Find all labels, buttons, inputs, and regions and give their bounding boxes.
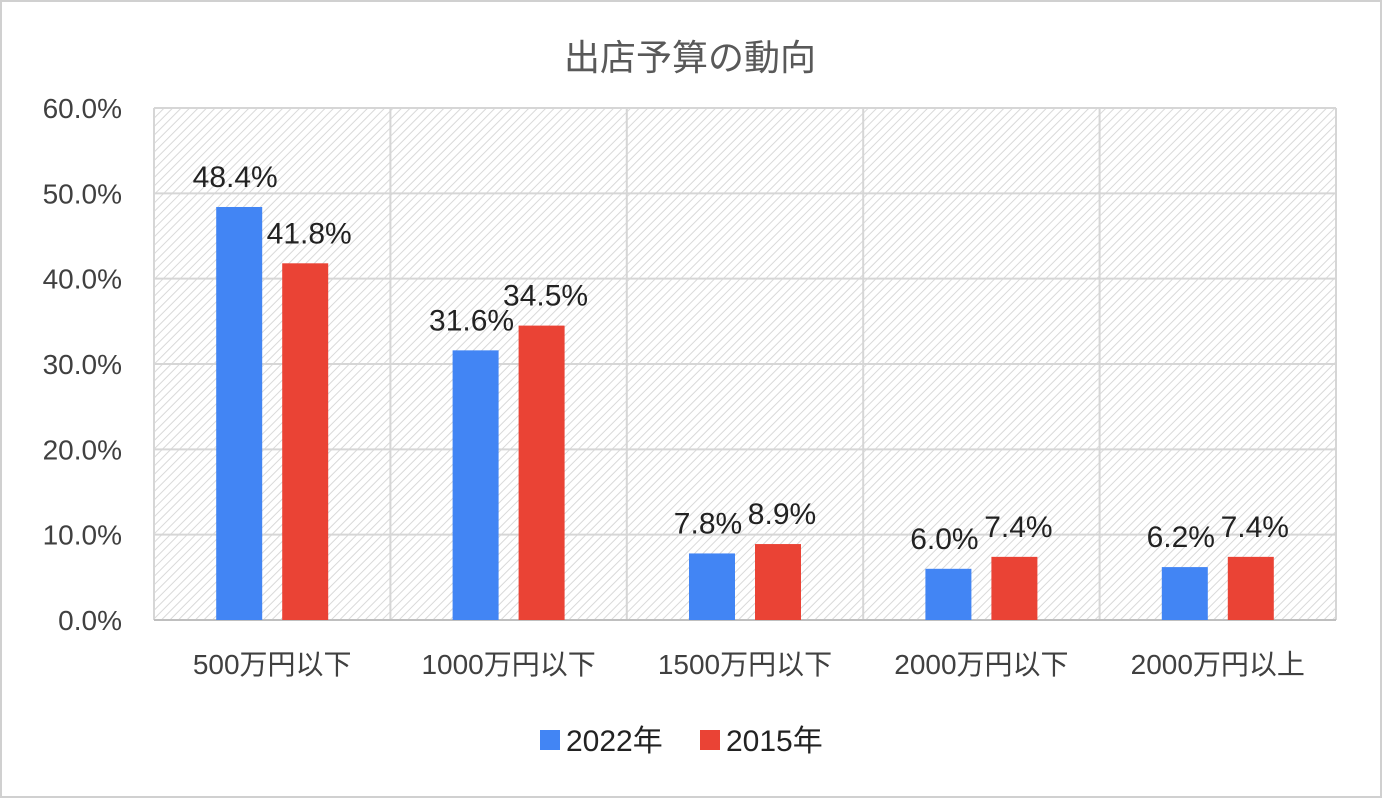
legend-label: 2015年 <box>726 725 823 758</box>
data-label: 34.5% <box>503 280 588 313</box>
bar <box>216 206 263 620</box>
bar <box>925 568 972 620</box>
x-tick-label: 500万円以下 <box>193 649 352 680</box>
data-label: 41.8% <box>267 217 352 250</box>
data-label: 6.2% <box>1147 521 1215 554</box>
x-tick-label: 2000万円以上 <box>1131 649 1305 680</box>
bar <box>689 553 735 620</box>
bar <box>991 556 1038 620</box>
data-label: 8.9% <box>748 498 816 531</box>
data-labels: 48.4%41.8%31.6%34.5%7.8% 8.9%6.0% 7.4% 6.2%… <box>193 161 1289 556</box>
data-label: 48.4% <box>193 161 278 194</box>
y-tick-label: 20.0% <box>43 434 122 465</box>
y-tick-label: 60.0% <box>43 93 122 124</box>
grid-lines <box>153 107 1337 621</box>
legend-label: 2022年 <box>566 725 663 758</box>
legend-swatch <box>700 730 720 750</box>
data-label: 7.8% <box>674 507 742 540</box>
y-tick-label: 40.0% <box>43 264 122 295</box>
x-tick-label: 2000万円以下 <box>894 649 1068 680</box>
y-tick-label: 50.0% <box>43 178 122 209</box>
y-tick-label: 10.0% <box>43 520 122 551</box>
y-axis: 0.0% 10.0% 20.0% 30.0% 40.0% 50.0% 60.0% <box>43 93 122 636</box>
data-label: 6.0% <box>910 523 978 556</box>
bar <box>1161 567 1208 620</box>
bar <box>452 350 499 620</box>
bar <box>755 544 801 620</box>
chart-title: 出店予算の動向 <box>564 37 816 78</box>
x-tick-label: 1500万円以下 <box>658 649 832 680</box>
bar <box>282 263 329 620</box>
data-label: 31.6% <box>429 304 514 337</box>
legend: 2022年 2015年 <box>540 725 823 758</box>
y-tick-label: 0.0% <box>58 605 122 636</box>
data-label: 7.4% <box>1221 511 1289 544</box>
bars <box>216 206 1274 620</box>
legend-swatch <box>540 730 560 750</box>
bar <box>518 325 565 620</box>
x-axis: 500万円以下 1000万円以下 1500万円以下 2000万円以下 2000万円以上 <box>193 649 1305 680</box>
x-tick-label: 1000万円以下 <box>421 649 595 680</box>
bar <box>1227 556 1274 620</box>
data-label: 7.4% <box>984 511 1052 544</box>
y-tick-label: 30.0% <box>43 349 122 380</box>
